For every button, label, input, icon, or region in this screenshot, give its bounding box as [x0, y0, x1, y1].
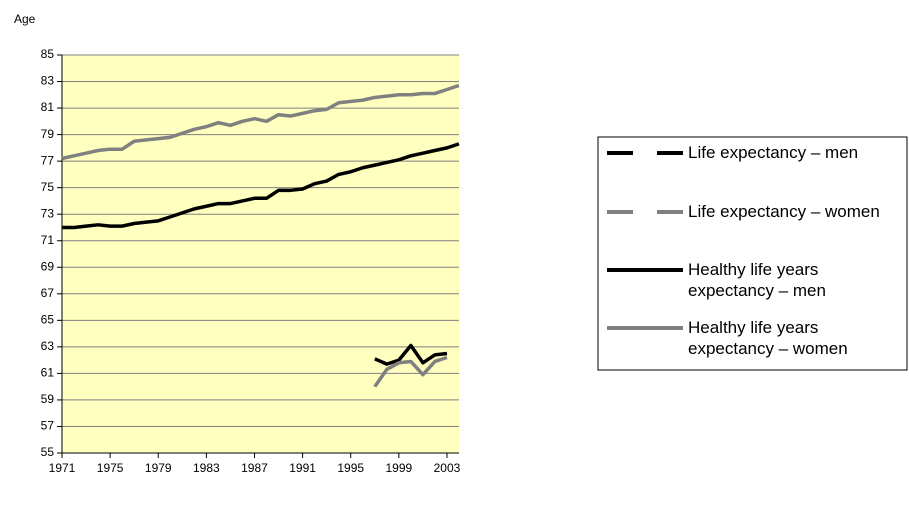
y-tick-label: 75 [41, 180, 55, 194]
legend-label: Healthy life years expectancy – women [688, 318, 848, 358]
y-tick-label: 79 [41, 127, 55, 141]
y-tick-label: 55 [41, 445, 55, 459]
x-tick-label: 1983 [193, 461, 220, 475]
y-tick-label: 85 [41, 47, 55, 61]
series-line [62, 142, 460, 230]
x-tick-label: 1971 [49, 461, 76, 475]
x-tick-label: 2003 [434, 461, 461, 475]
y-axis-label: Age [14, 12, 36, 26]
x-tick-label: 1999 [385, 461, 412, 475]
legend-label: Life expectancy – men [688, 143, 859, 162]
x-tick-label: 1975 [97, 461, 124, 475]
y-tick-label: 65 [41, 313, 55, 327]
y-tick-label: 63 [41, 339, 55, 353]
x-tick-label: 1991 [289, 461, 316, 475]
legend-label: Healthy life years expectancy – men [688, 260, 826, 300]
y-tick-label: 57 [41, 419, 55, 433]
y-tick-label: 69 [41, 259, 55, 273]
series-line [61, 83, 460, 161]
y-tick-label: 83 [41, 74, 55, 88]
y-tick-label: 71 [41, 233, 55, 247]
y-tick-label: 61 [41, 366, 55, 380]
series-line [373, 355, 448, 388]
y-tick-label: 59 [41, 392, 55, 406]
y-tick-label: 77 [41, 153, 55, 167]
y-tick-label: 81 [41, 100, 55, 114]
y-tick-label: 67 [41, 286, 55, 300]
x-tick-label: 1995 [337, 461, 364, 475]
y-tick-label: 73 [41, 206, 55, 220]
plot-area [62, 55, 459, 453]
legend-box [597, 136, 908, 371]
x-tick-label: 1987 [241, 461, 268, 475]
x-tick-label: 1979 [145, 461, 172, 475]
series-line [374, 343, 448, 366]
legend-label: Life expectancy – women [688, 202, 880, 221]
